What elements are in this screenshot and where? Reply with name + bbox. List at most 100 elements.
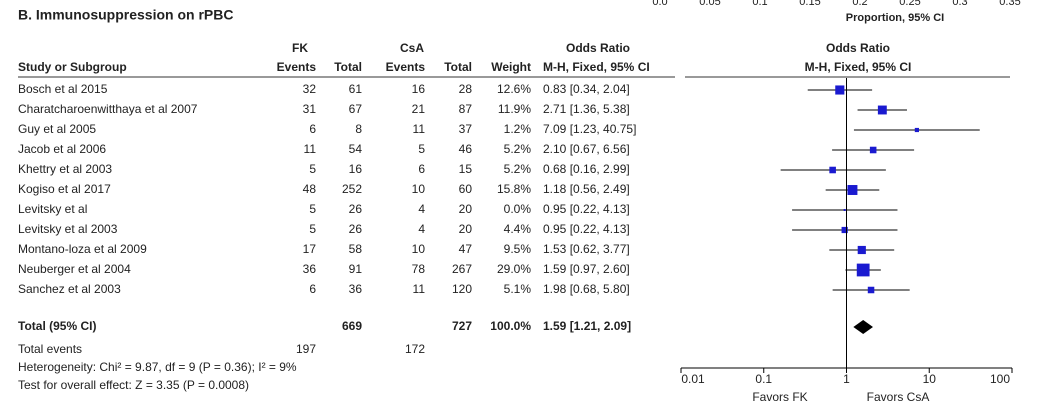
x-tick-label: 10: [923, 372, 937, 386]
cell: 16: [412, 82, 426, 96]
cell: 15.8%: [497, 182, 531, 196]
cell: 21: [412, 102, 426, 116]
cell: 48: [303, 182, 317, 196]
cell: 5: [418, 142, 425, 156]
cell: 67: [349, 102, 363, 116]
group-header: Odds Ratio: [826, 41, 890, 55]
cell: 7.09 [1.23, 40.75]: [543, 122, 636, 136]
column-header: M-H, Fixed, 95% CI: [805, 60, 912, 74]
total-cell: 100.0%: [490, 319, 531, 333]
cell: 37: [459, 122, 473, 136]
header-tick-label: 0.35: [999, 0, 1020, 8]
cell: 11: [413, 122, 426, 136]
cell: 6: [309, 282, 316, 296]
study-name: Bosch et al 2015: [18, 82, 108, 96]
cell: 36: [349, 282, 363, 296]
header-axis-label: Proportion, 95% CI: [846, 12, 944, 24]
cell: 0.68 [0.16, 2.99]: [543, 162, 630, 176]
study-name: Charatcharoenwitthaya et al 2007: [18, 102, 198, 116]
cell: 2.10 [0.67, 6.56]: [543, 142, 630, 156]
cell: 0.83 [0.34, 2.04]: [543, 82, 630, 96]
total-label: Total (95% CI): [18, 319, 96, 333]
total-events: 172: [405, 342, 425, 356]
total-events: 197: [296, 342, 316, 356]
cell: 60: [459, 182, 473, 196]
header-tick-label: 0.15: [799, 0, 820, 8]
total-events-label: Total events: [18, 342, 82, 356]
cell: 20: [459, 222, 473, 236]
cell: 267: [452, 262, 472, 276]
header-tick-label: 0.05: [699, 0, 720, 8]
study-name: Guy et al 2005: [18, 122, 96, 136]
cell: 5.2%: [504, 162, 532, 176]
cell: 120: [452, 282, 472, 296]
column-header: Events: [277, 60, 317, 74]
cell: 5: [309, 162, 316, 176]
cell: 5.2%: [504, 142, 532, 156]
cell: 0.95 [0.22, 4.13]: [543, 202, 630, 216]
study-marker: [856, 263, 870, 277]
x-tick-label: 0.01: [681, 372, 705, 386]
cell: 5: [309, 202, 316, 216]
cell: 11: [413, 282, 426, 296]
study-name: Levitsky et al: [18, 202, 87, 216]
cell: 5.1%: [504, 282, 532, 296]
title: B. Immunosuppression on rPBC: [18, 7, 233, 23]
column-header: Total: [444, 60, 472, 74]
cell: 4: [418, 222, 425, 236]
cell: 0.95 [0.22, 4.13]: [543, 222, 630, 236]
cell: 29.0%: [497, 262, 531, 276]
x-tick-label: 0.1: [755, 372, 772, 386]
study-marker: [847, 185, 858, 195]
cell: 31: [303, 102, 317, 116]
heterogeneity: Heterogeneity: Chi² = 9.87, df = 9 (P = …: [18, 360, 297, 374]
cell: 28: [459, 82, 473, 96]
cell: 10: [412, 182, 426, 196]
header-tick-label: 0.3: [952, 0, 967, 8]
cell: 36: [303, 262, 317, 276]
study-name: Neuberger et al 2004: [18, 262, 131, 276]
column-header: Events: [386, 60, 426, 74]
x-tick-label: 1: [843, 372, 850, 386]
cell: 8: [355, 122, 362, 136]
total-cell: 727: [452, 319, 472, 333]
total-cell: 669: [342, 319, 362, 333]
study-marker: [914, 127, 919, 133]
header-tick-label: 0.25: [899, 0, 920, 8]
cell: 10: [412, 242, 426, 256]
cell: 12.6%: [497, 82, 531, 96]
study-marker: [869, 146, 877, 154]
cell: 11: [304, 142, 317, 156]
study-marker: [835, 85, 845, 95]
x-tick-label: 100: [990, 372, 1010, 386]
cell: 54: [349, 142, 363, 156]
cell: 6: [309, 122, 316, 136]
cell: 11.9%: [498, 102, 531, 116]
cell: 20: [459, 202, 473, 216]
cell: 58: [349, 242, 363, 256]
cell: 1.53 [0.62, 3.77]: [543, 242, 630, 256]
cell: 87: [459, 102, 473, 116]
column-header: Total: [334, 60, 362, 74]
cell: 78: [412, 262, 426, 276]
column-header: M-H, Fixed, 95% CI: [543, 60, 650, 74]
study-marker: [841, 226, 848, 234]
column-header: Weight: [491, 60, 531, 74]
study-name: Jacob et al 2006: [18, 142, 106, 156]
cell: 252: [342, 182, 362, 196]
study-name: Khettry et al 2003: [18, 162, 112, 176]
favors-left: Favors FK: [752, 390, 807, 404]
cell: 26: [349, 202, 363, 216]
cell: 1.59 [0.97, 2.60]: [543, 262, 630, 276]
study-name: Kogiso et al 2017: [18, 182, 111, 196]
group-header: CsA: [400, 41, 424, 55]
cell: 15: [459, 162, 473, 176]
study-marker: [829, 166, 836, 174]
header-tick-label: 0.0: [652, 0, 667, 8]
column-header: Study or Subgroup: [18, 60, 127, 74]
cell: 4.4%: [504, 222, 532, 236]
group-header: Odds Ratio: [566, 41, 630, 55]
cell: 46: [459, 142, 473, 156]
cell: 1.18 [0.56, 2.49]: [543, 182, 630, 196]
